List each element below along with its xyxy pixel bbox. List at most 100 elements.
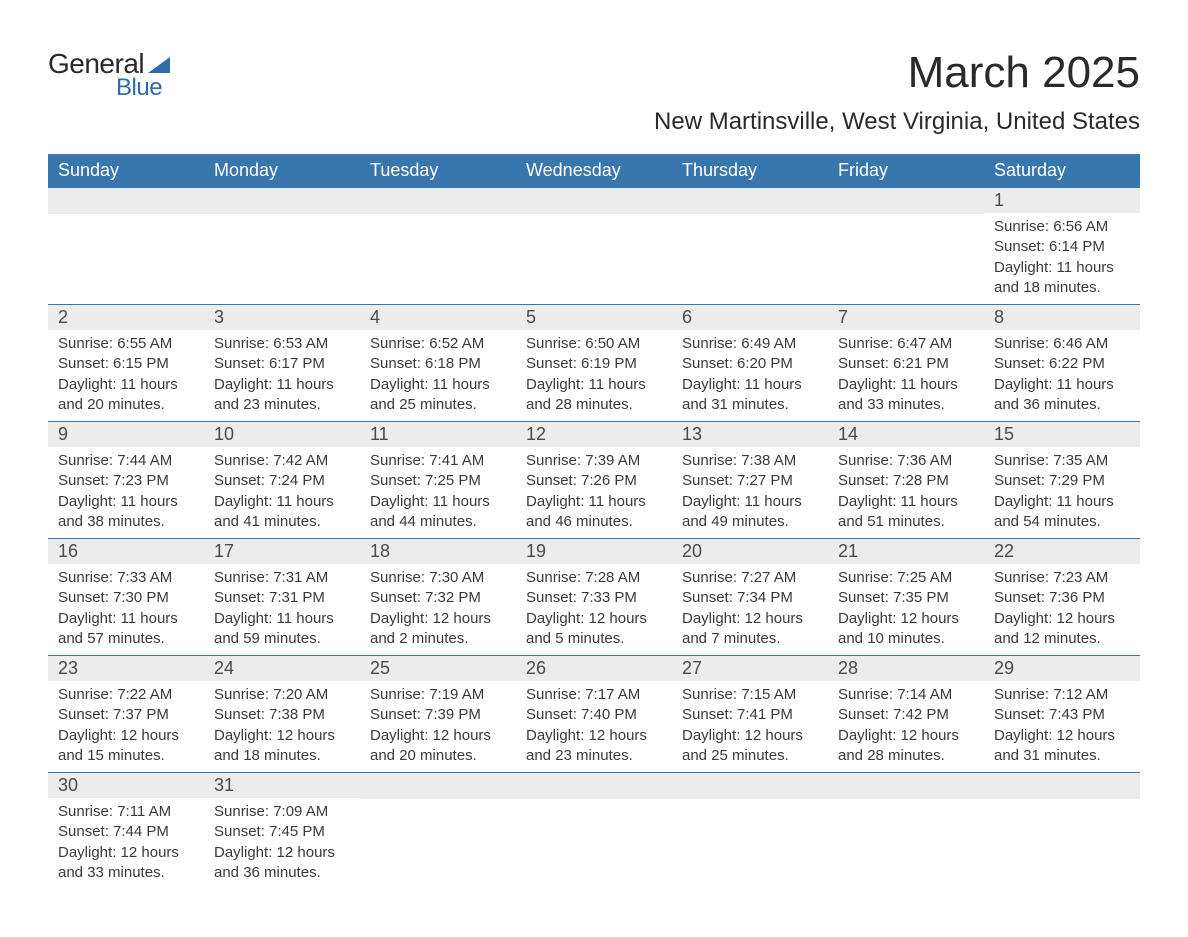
day-body: Sunrise: 7:35 AMSunset: 7:29 PMDaylight:… bbox=[984, 447, 1140, 538]
brand-text-2: Blue bbox=[116, 74, 162, 102]
day-body: Sunrise: 6:49 AMSunset: 6:20 PMDaylight:… bbox=[672, 330, 828, 421]
day-body: Sunrise: 6:47 AMSunset: 6:21 PMDaylight:… bbox=[828, 330, 984, 421]
day-line: Sunrise: 7:44 AM bbox=[58, 451, 194, 471]
day-line: Sunset: 7:41 PM bbox=[682, 705, 818, 725]
day-body: Sunrise: 6:55 AMSunset: 6:15 PMDaylight:… bbox=[48, 330, 204, 421]
day-line: Sunset: 7:40 PM bbox=[526, 705, 662, 725]
day-line: Sunset: 7:24 PM bbox=[214, 471, 350, 491]
day-line: Sunrise: 6:50 AM bbox=[526, 334, 662, 354]
day-line: and 7 minutes. bbox=[682, 629, 818, 649]
day-cell bbox=[516, 773, 672, 889]
day-number: 8 bbox=[984, 305, 1140, 330]
title-block: March 2025 New Martinsville, West Virgin… bbox=[654, 48, 1140, 136]
day-line: Daylight: 11 hours bbox=[526, 375, 662, 395]
day-body bbox=[828, 214, 984, 224]
day-body bbox=[360, 214, 516, 224]
weekday-header: Friday bbox=[828, 154, 984, 187]
day-cell: 3Sunrise: 6:53 AMSunset: 6:17 PMDaylight… bbox=[204, 305, 360, 421]
day-line: and 28 minutes. bbox=[526, 395, 662, 415]
day-number: 3 bbox=[204, 305, 360, 330]
day-number: 21 bbox=[828, 539, 984, 564]
day-line: Sunset: 7:43 PM bbox=[994, 705, 1130, 725]
day-line: Sunrise: 7:33 AM bbox=[58, 568, 194, 588]
day-cell: 19Sunrise: 7:28 AMSunset: 7:33 PMDayligh… bbox=[516, 539, 672, 655]
day-number: 9 bbox=[48, 422, 204, 447]
day-body: Sunrise: 6:52 AMSunset: 6:18 PMDaylight:… bbox=[360, 330, 516, 421]
day-line: and 28 minutes. bbox=[838, 746, 974, 766]
day-body bbox=[516, 214, 672, 224]
day-line: Daylight: 11 hours bbox=[214, 492, 350, 512]
day-line: Sunrise: 7:23 AM bbox=[994, 568, 1130, 588]
day-body: Sunrise: 7:17 AMSunset: 7:40 PMDaylight:… bbox=[516, 681, 672, 772]
day-body: Sunrise: 7:28 AMSunset: 7:33 PMDaylight:… bbox=[516, 564, 672, 655]
day-number: 7 bbox=[828, 305, 984, 330]
day-number bbox=[360, 773, 516, 799]
day-body bbox=[672, 799, 828, 809]
day-cell: 22Sunrise: 7:23 AMSunset: 7:36 PMDayligh… bbox=[984, 539, 1140, 655]
day-line: Daylight: 11 hours bbox=[370, 375, 506, 395]
weekday-header: Tuesday bbox=[360, 154, 516, 187]
brand-logo: General Blue bbox=[48, 48, 170, 102]
day-cell bbox=[672, 188, 828, 304]
week-row: 16Sunrise: 7:33 AMSunset: 7:30 PMDayligh… bbox=[48, 538, 1140, 655]
day-cell: 23Sunrise: 7:22 AMSunset: 7:37 PMDayligh… bbox=[48, 656, 204, 772]
day-line: and 54 minutes. bbox=[994, 512, 1130, 532]
day-cell bbox=[828, 773, 984, 889]
day-line: Daylight: 12 hours bbox=[58, 843, 194, 863]
day-body: Sunrise: 6:53 AMSunset: 6:17 PMDaylight:… bbox=[204, 330, 360, 421]
brand-triangle-icon bbox=[148, 57, 170, 73]
day-cell: 20Sunrise: 7:27 AMSunset: 7:34 PMDayligh… bbox=[672, 539, 828, 655]
day-body bbox=[516, 799, 672, 809]
day-line: Sunset: 6:20 PM bbox=[682, 354, 818, 374]
weeks-container: 1Sunrise: 6:56 AMSunset: 6:14 PMDaylight… bbox=[48, 187, 1140, 889]
day-line: Daylight: 11 hours bbox=[994, 375, 1130, 395]
day-line: and 20 minutes. bbox=[370, 746, 506, 766]
day-line: Sunset: 6:17 PM bbox=[214, 354, 350, 374]
day-line: Daylight: 11 hours bbox=[214, 375, 350, 395]
day-line: Sunrise: 7:30 AM bbox=[370, 568, 506, 588]
day-body bbox=[360, 799, 516, 809]
day-line: and 20 minutes. bbox=[58, 395, 194, 415]
day-number: 29 bbox=[984, 656, 1140, 681]
day-line: Sunset: 7:25 PM bbox=[370, 471, 506, 491]
day-line: and 57 minutes. bbox=[58, 629, 194, 649]
day-number: 12 bbox=[516, 422, 672, 447]
day-body: Sunrise: 7:33 AMSunset: 7:30 PMDaylight:… bbox=[48, 564, 204, 655]
day-line: Sunset: 6:15 PM bbox=[58, 354, 194, 374]
day-body: Sunrise: 7:38 AMSunset: 7:27 PMDaylight:… bbox=[672, 447, 828, 538]
day-line: Daylight: 12 hours bbox=[838, 726, 974, 746]
day-line: Sunset: 7:23 PM bbox=[58, 471, 194, 491]
day-line: Daylight: 12 hours bbox=[526, 609, 662, 629]
header: General Blue March 2025 New Martinsville… bbox=[48, 48, 1140, 136]
day-line: Sunset: 6:14 PM bbox=[994, 237, 1130, 257]
day-cell bbox=[828, 188, 984, 304]
day-cell: 16Sunrise: 7:33 AMSunset: 7:30 PMDayligh… bbox=[48, 539, 204, 655]
day-cell bbox=[360, 773, 516, 889]
day-body: Sunrise: 7:09 AMSunset: 7:45 PMDaylight:… bbox=[204, 798, 360, 889]
day-line: and 36 minutes. bbox=[994, 395, 1130, 415]
day-line: Sunset: 7:33 PM bbox=[526, 588, 662, 608]
day-line: Sunrise: 7:28 AM bbox=[526, 568, 662, 588]
day-line: and 25 minutes. bbox=[682, 746, 818, 766]
day-line: Sunrise: 7:35 AM bbox=[994, 451, 1130, 471]
day-cell: 6Sunrise: 6:49 AMSunset: 6:20 PMDaylight… bbox=[672, 305, 828, 421]
day-line: Daylight: 12 hours bbox=[682, 609, 818, 629]
day-line: Sunset: 7:38 PM bbox=[214, 705, 350, 725]
day-cell: 18Sunrise: 7:30 AMSunset: 7:32 PMDayligh… bbox=[360, 539, 516, 655]
day-number: 16 bbox=[48, 539, 204, 564]
day-line: and 31 minutes. bbox=[682, 395, 818, 415]
day-cell: 30Sunrise: 7:11 AMSunset: 7:44 PMDayligh… bbox=[48, 773, 204, 889]
day-line: and 49 minutes. bbox=[682, 512, 818, 532]
day-line: Sunrise: 7:09 AM bbox=[214, 802, 350, 822]
day-body: Sunrise: 7:23 AMSunset: 7:36 PMDaylight:… bbox=[984, 564, 1140, 655]
day-cell: 8Sunrise: 6:46 AMSunset: 6:22 PMDaylight… bbox=[984, 305, 1140, 421]
day-line: Daylight: 11 hours bbox=[526, 492, 662, 512]
day-cell: 12Sunrise: 7:39 AMSunset: 7:26 PMDayligh… bbox=[516, 422, 672, 538]
day-line: Sunrise: 6:55 AM bbox=[58, 334, 194, 354]
day-line: Daylight: 12 hours bbox=[526, 726, 662, 746]
day-line: Daylight: 11 hours bbox=[682, 492, 818, 512]
day-body: Sunrise: 7:39 AMSunset: 7:26 PMDaylight:… bbox=[516, 447, 672, 538]
day-line: and 18 minutes. bbox=[994, 278, 1130, 298]
day-cell: 28Sunrise: 7:14 AMSunset: 7:42 PMDayligh… bbox=[828, 656, 984, 772]
day-number: 31 bbox=[204, 773, 360, 798]
